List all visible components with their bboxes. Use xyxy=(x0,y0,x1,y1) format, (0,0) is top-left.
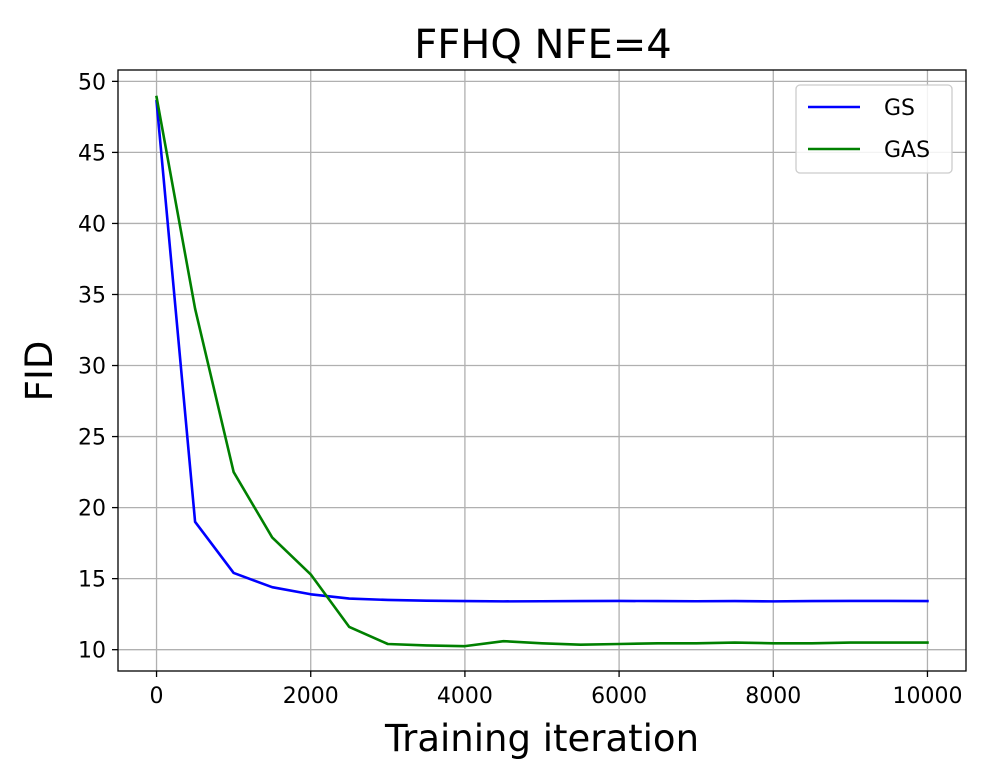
plot-frame xyxy=(117,69,967,672)
x-tick-label: 8000 xyxy=(745,684,801,709)
x-tick-label: 2000 xyxy=(283,684,339,709)
y-tick-label: 15 xyxy=(78,568,106,593)
x-axis-label: Training iteration xyxy=(384,717,699,760)
axis-ticks: 0 2000 4000 6000 8000 10000 10 15 20 25 30 35 40 45 50 xyxy=(78,70,962,709)
legend-label-gas: GAS xyxy=(884,138,930,163)
grid-lines xyxy=(118,70,966,671)
y-tick-label: 50 xyxy=(78,70,106,95)
y-tick-label: 40 xyxy=(78,212,106,237)
series-line-gas xyxy=(155,95,929,648)
y-tick-label: 30 xyxy=(78,355,106,380)
x-tick-label: 6000 xyxy=(591,684,647,709)
y-tick-label: 20 xyxy=(78,497,106,522)
x-tick-label: 0 xyxy=(150,684,164,709)
legend-label-gs: GS xyxy=(884,96,915,121)
y-tick-label: 10 xyxy=(78,639,106,664)
x-tick-label: 4000 xyxy=(437,684,493,709)
series-line-gs xyxy=(155,99,929,603)
legend: GS GAS xyxy=(795,84,953,174)
y-tick-label: 25 xyxy=(78,426,106,451)
y-axis-label: FID xyxy=(18,341,61,402)
y-tick-label: 45 xyxy=(78,141,106,166)
y-tick-label: 35 xyxy=(78,283,106,308)
series-layer xyxy=(155,95,929,648)
x-tick-label: 10000 xyxy=(892,684,962,709)
chart-title: FFHQ NFE=4 xyxy=(414,22,671,68)
